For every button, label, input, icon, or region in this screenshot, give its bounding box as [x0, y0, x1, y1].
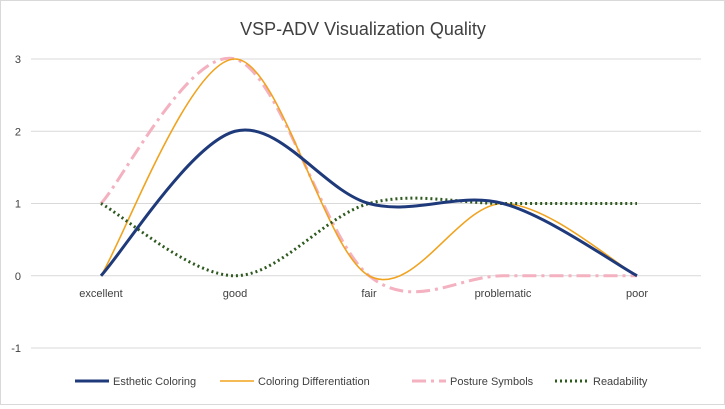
legend-label-readability: Readability	[593, 376, 648, 388]
y-tick-label: 1	[15, 199, 21, 211]
series-line-readability	[100, 196, 637, 278]
y-axis-ticks: -1 0 1 2 3	[11, 54, 21, 355]
y-tick-label: 0	[15, 271, 21, 283]
legend-label-coloring-differentiation: Coloring Differentiation	[258, 376, 370, 388]
series-line-coloring-differentiation	[100, 58, 638, 281]
legend: Esthetic Coloring Coloring Differentiatio…	[75, 376, 648, 388]
legend-label-esthetic-coloring: Esthetic Coloring	[113, 376, 196, 388]
y-tick-label: 2	[15, 126, 21, 138]
x-tick-label: excellent	[79, 288, 122, 300]
y-tick-label: -1	[11, 343, 21, 355]
x-tick-label: fair	[361, 288, 377, 300]
y-tick-label: 3	[15, 54, 21, 66]
x-tick-label: problematic	[475, 288, 532, 300]
series-lines	[99, 56, 638, 294]
x-tick-label: good	[223, 288, 247, 300]
x-axis-ticks: excellent good fair problematic poor	[79, 288, 648, 300]
legend-label-posture-symbols: Posture Symbols	[450, 376, 534, 388]
x-tick-label: poor	[626, 288, 648, 300]
chart-title: VSP-ADV Visualization Quality	[240, 19, 486, 39]
series-line-esthetic-coloring	[99, 128, 638, 278]
series-line-posture-symbols	[99, 56, 637, 294]
